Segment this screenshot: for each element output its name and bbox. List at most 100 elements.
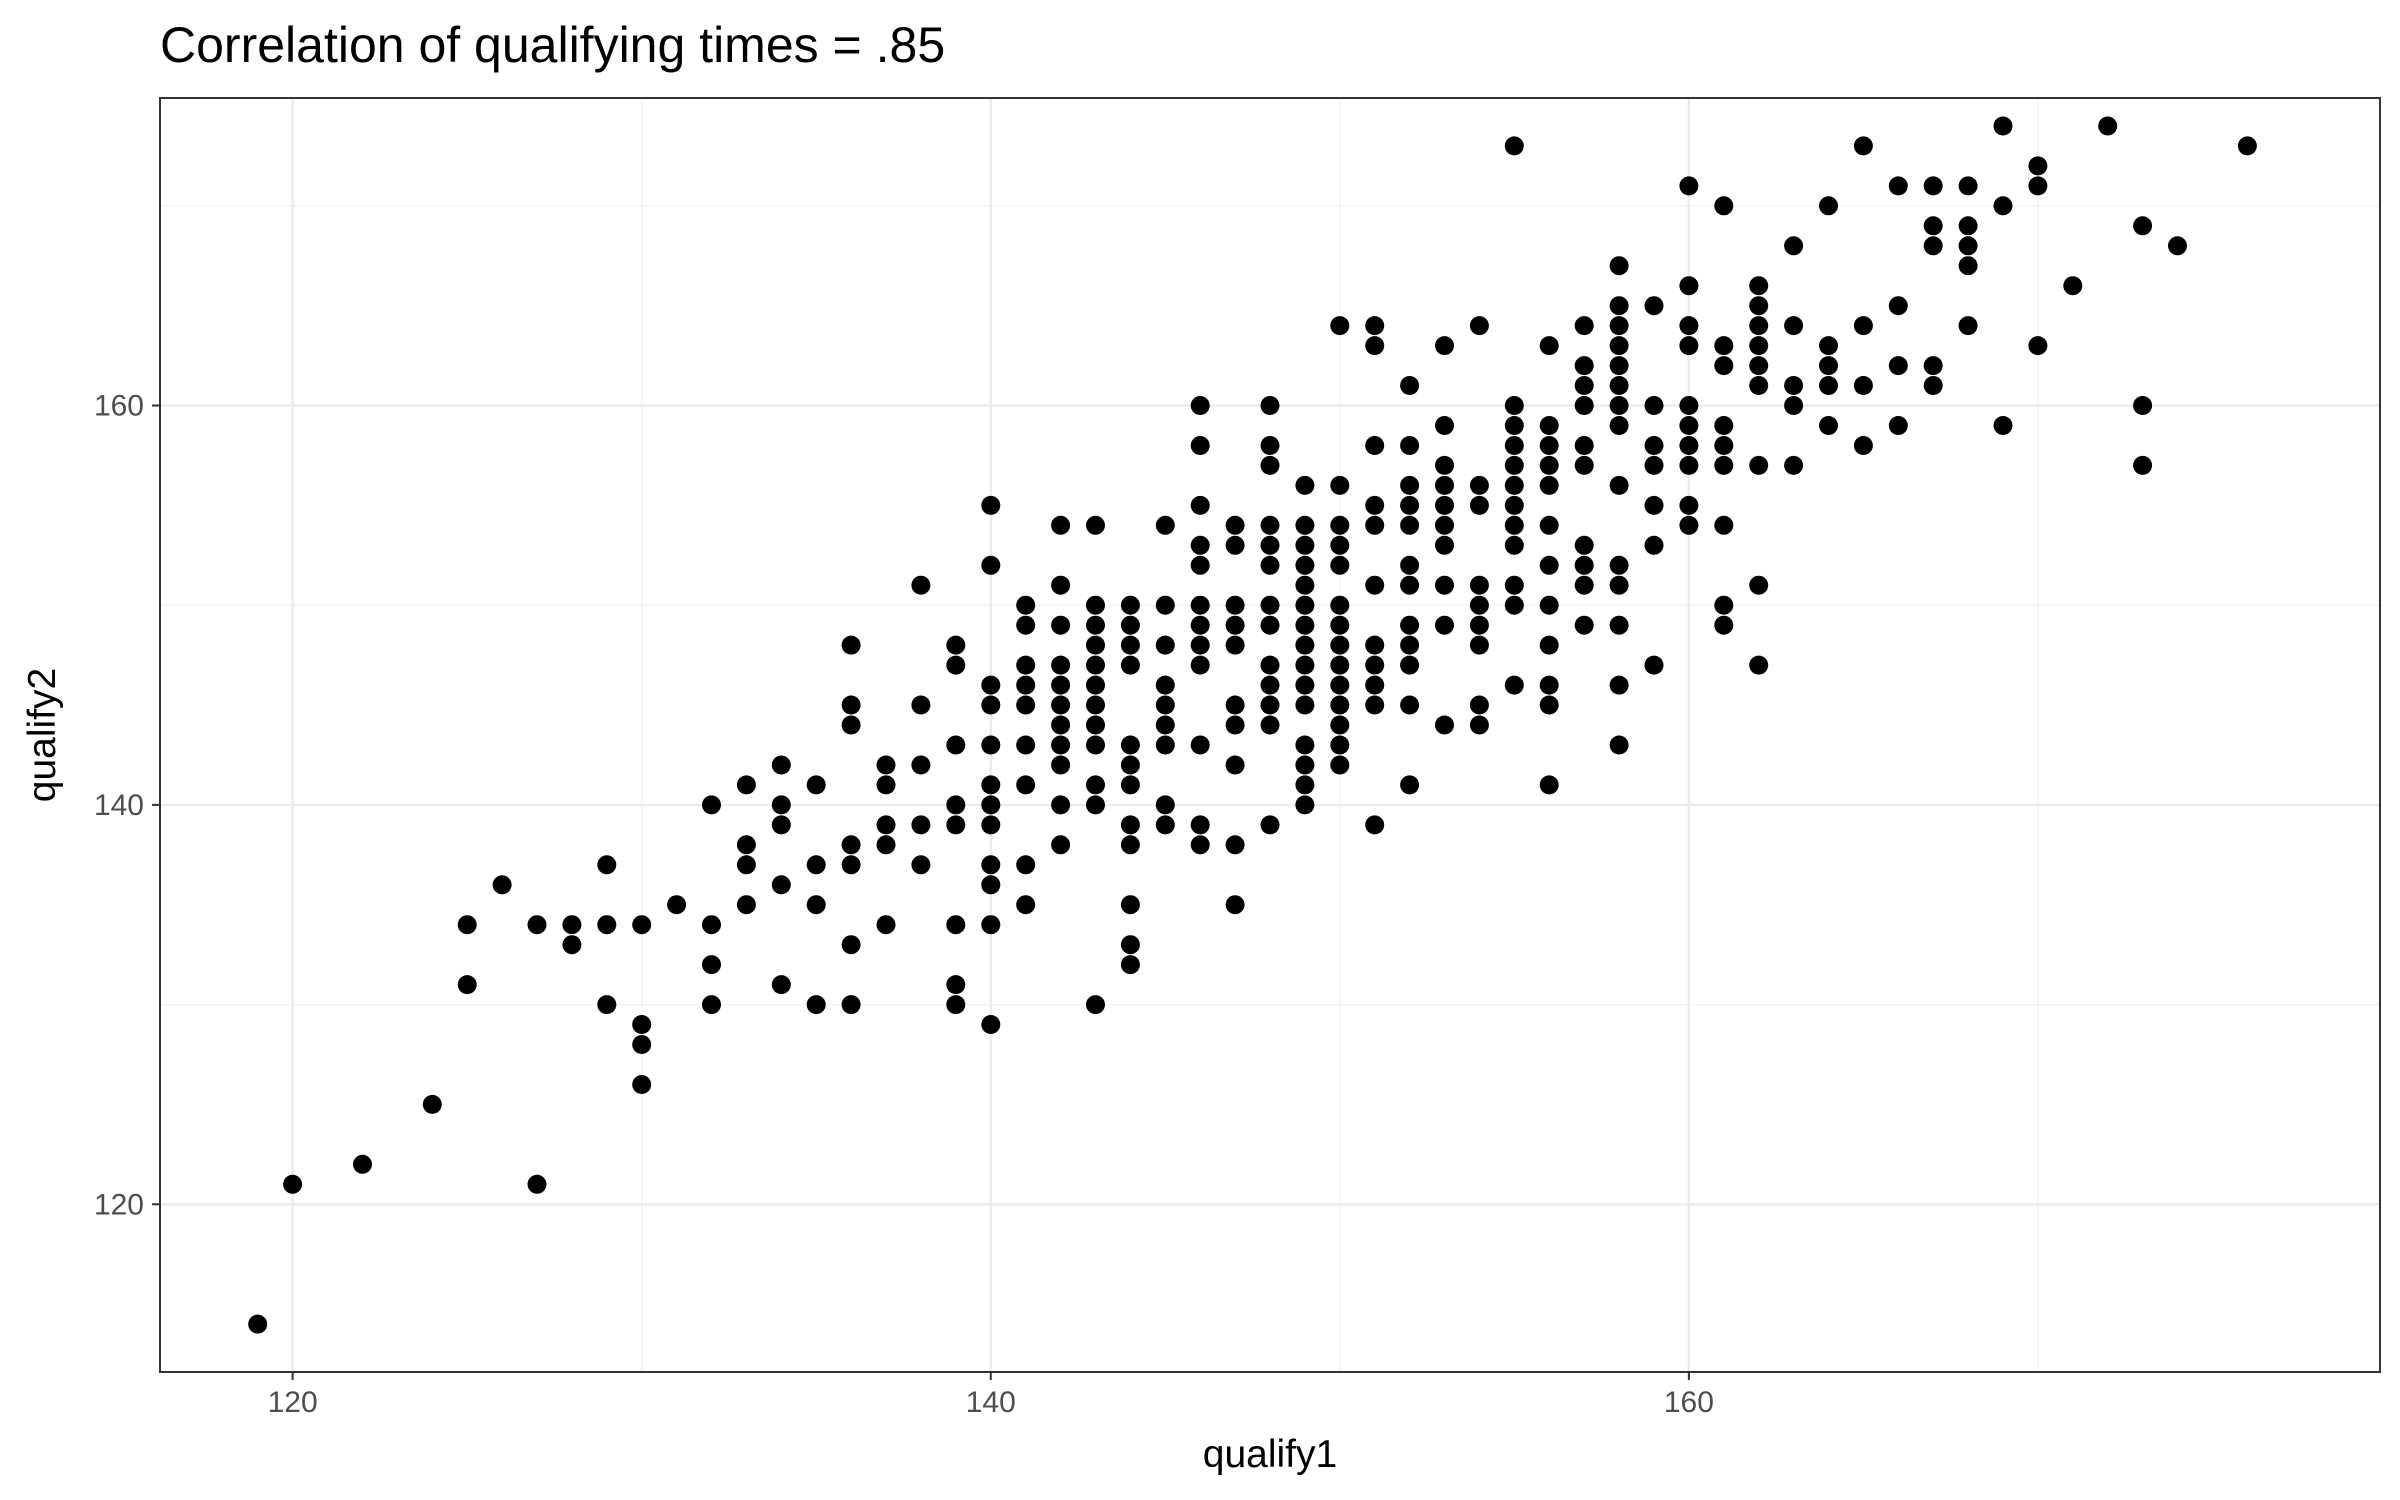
data-point [1260,455,1280,475]
data-point [1853,316,1873,336]
data-point [911,815,931,835]
data-point [1190,436,1210,455]
data-point [1574,436,1594,455]
data-point [1400,775,1420,795]
y-tick-label: 120 [94,1188,144,1221]
plot-panel-border [159,97,2381,1373]
data-point [422,1094,442,1114]
data-point [1469,715,1489,735]
data-point [1609,336,1629,356]
data-point [597,995,617,1015]
data-point [1714,356,1734,376]
data-point [1784,455,1804,475]
data-point [1051,755,1071,775]
data-point [1993,116,2013,136]
data-point [981,775,1001,795]
data-point [841,995,861,1015]
data-point [1958,316,1978,336]
data-point [1365,635,1385,655]
data-point [1086,795,1105,815]
data-point [1574,575,1594,595]
x-tick-label: 140 [966,1386,1016,1419]
data-point [1609,675,1629,695]
data-point [981,915,1001,935]
data-point [946,975,966,995]
data-point [1190,555,1210,575]
data-point [841,835,861,855]
data-point [876,915,896,935]
y-tick-label: 140 [94,789,144,822]
data-point [457,915,477,935]
data-point [1504,595,1524,615]
data-point [1609,376,1629,395]
data-point [1086,615,1105,635]
data-point [771,975,791,995]
data-point [1435,416,1454,435]
data-point [1853,436,1873,455]
data-point [1749,655,1769,675]
data-point [1155,735,1175,755]
data-point [1225,635,1245,655]
data-point [1365,575,1385,595]
data-point [1574,356,1594,376]
data-point [876,835,896,855]
data-point [1295,595,1315,615]
data-point [1120,615,1140,635]
data-point [1086,775,1105,795]
data-point [1190,635,1210,655]
data-point [1644,495,1664,515]
data-point [1644,455,1664,475]
data-point [1679,416,1699,435]
data-point [981,555,1001,575]
data-point [981,1015,1001,1034]
data-point [1539,436,1559,455]
data-point [1574,376,1594,395]
data-point [1435,535,1454,555]
data-point [702,915,721,935]
data-point [1086,675,1105,695]
data-point [981,795,1001,815]
data-point [1539,775,1559,795]
data-point [1504,675,1524,695]
data-point [1190,535,1210,555]
data-point [1504,436,1524,455]
data-point [1086,635,1105,655]
data-point [1190,735,1210,755]
data-point [1749,575,1769,595]
data-point [702,795,721,815]
data-point [1819,196,1838,216]
data-point [1120,955,1140,975]
data-point [1679,336,1699,356]
data-point [1435,615,1454,635]
data-point [1609,615,1629,635]
data-point [1295,515,1315,535]
data-point [1679,495,1699,515]
data-point [1504,535,1524,555]
data-point [597,855,617,875]
data-point [1330,515,1350,535]
data-point [911,755,931,775]
data-point [1155,635,1175,655]
data-point [1225,755,1245,775]
data-point [1225,715,1245,735]
data-point [1016,595,1036,615]
data-point [1365,316,1385,336]
data-point [1958,236,1978,256]
data-point [283,1174,303,1194]
data-point [1469,475,1489,495]
data-point [1469,635,1489,655]
data-point [1295,575,1315,595]
data-point [702,955,721,975]
data-point [1819,356,1838,376]
data-point [1086,595,1105,615]
data-point [1469,316,1489,336]
data-point [1749,316,1769,336]
data-point [1435,715,1454,735]
data-point [1504,575,1524,595]
data-point [1051,715,1071,735]
data-point [1190,615,1210,635]
data-point [1469,695,1489,715]
data-point [1086,715,1105,735]
data-point [806,895,826,915]
data-point [1504,515,1524,535]
